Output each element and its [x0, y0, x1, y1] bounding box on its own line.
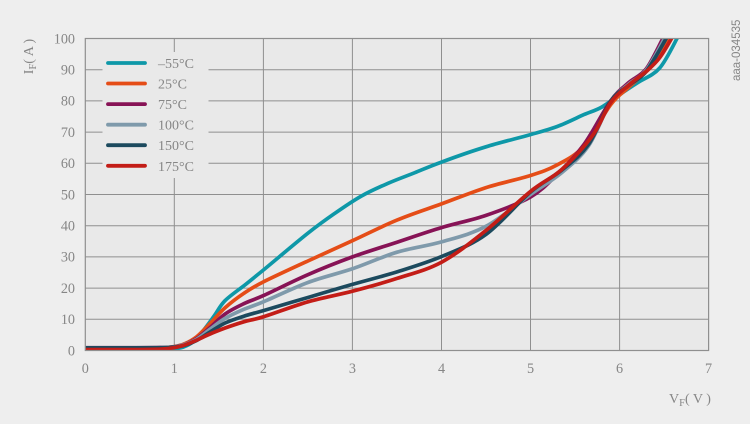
svg-text:1: 1	[171, 361, 178, 377]
svg-text:90: 90	[61, 63, 75, 79]
svg-text:6: 6	[616, 361, 623, 377]
svg-text:20: 20	[61, 281, 75, 297]
svg-text:0: 0	[68, 343, 75, 359]
svg-text:–55°C: –55°C	[157, 57, 194, 72]
svg-text:175°C: 175°C	[158, 160, 194, 175]
svg-text:5: 5	[527, 361, 534, 377]
svg-text:100: 100	[54, 31, 75, 47]
svg-text:3: 3	[349, 361, 356, 377]
svg-text:25°C: 25°C	[158, 78, 187, 93]
svg-text:40: 40	[61, 219, 75, 235]
svg-text:4: 4	[438, 361, 445, 377]
svg-text:7: 7	[705, 361, 712, 377]
svg-text:100°C: 100°C	[158, 119, 194, 134]
svg-text:70: 70	[61, 125, 75, 141]
svg-text:0: 0	[82, 361, 89, 377]
svg-text:75°C: 75°C	[158, 98, 187, 113]
svg-text:50: 50	[61, 187, 75, 203]
svg-text:150°C: 150°C	[158, 139, 194, 154]
svg-text:80: 80	[61, 94, 75, 110]
svg-text:10: 10	[61, 312, 75, 328]
svg-text:VF( V ): VF( V )	[669, 392, 711, 409]
svg-text:60: 60	[61, 156, 75, 172]
svg-text:aaa-034535: aaa-034535	[731, 20, 743, 81]
svg-text:2: 2	[260, 361, 267, 377]
svg-text:30: 30	[61, 250, 75, 266]
